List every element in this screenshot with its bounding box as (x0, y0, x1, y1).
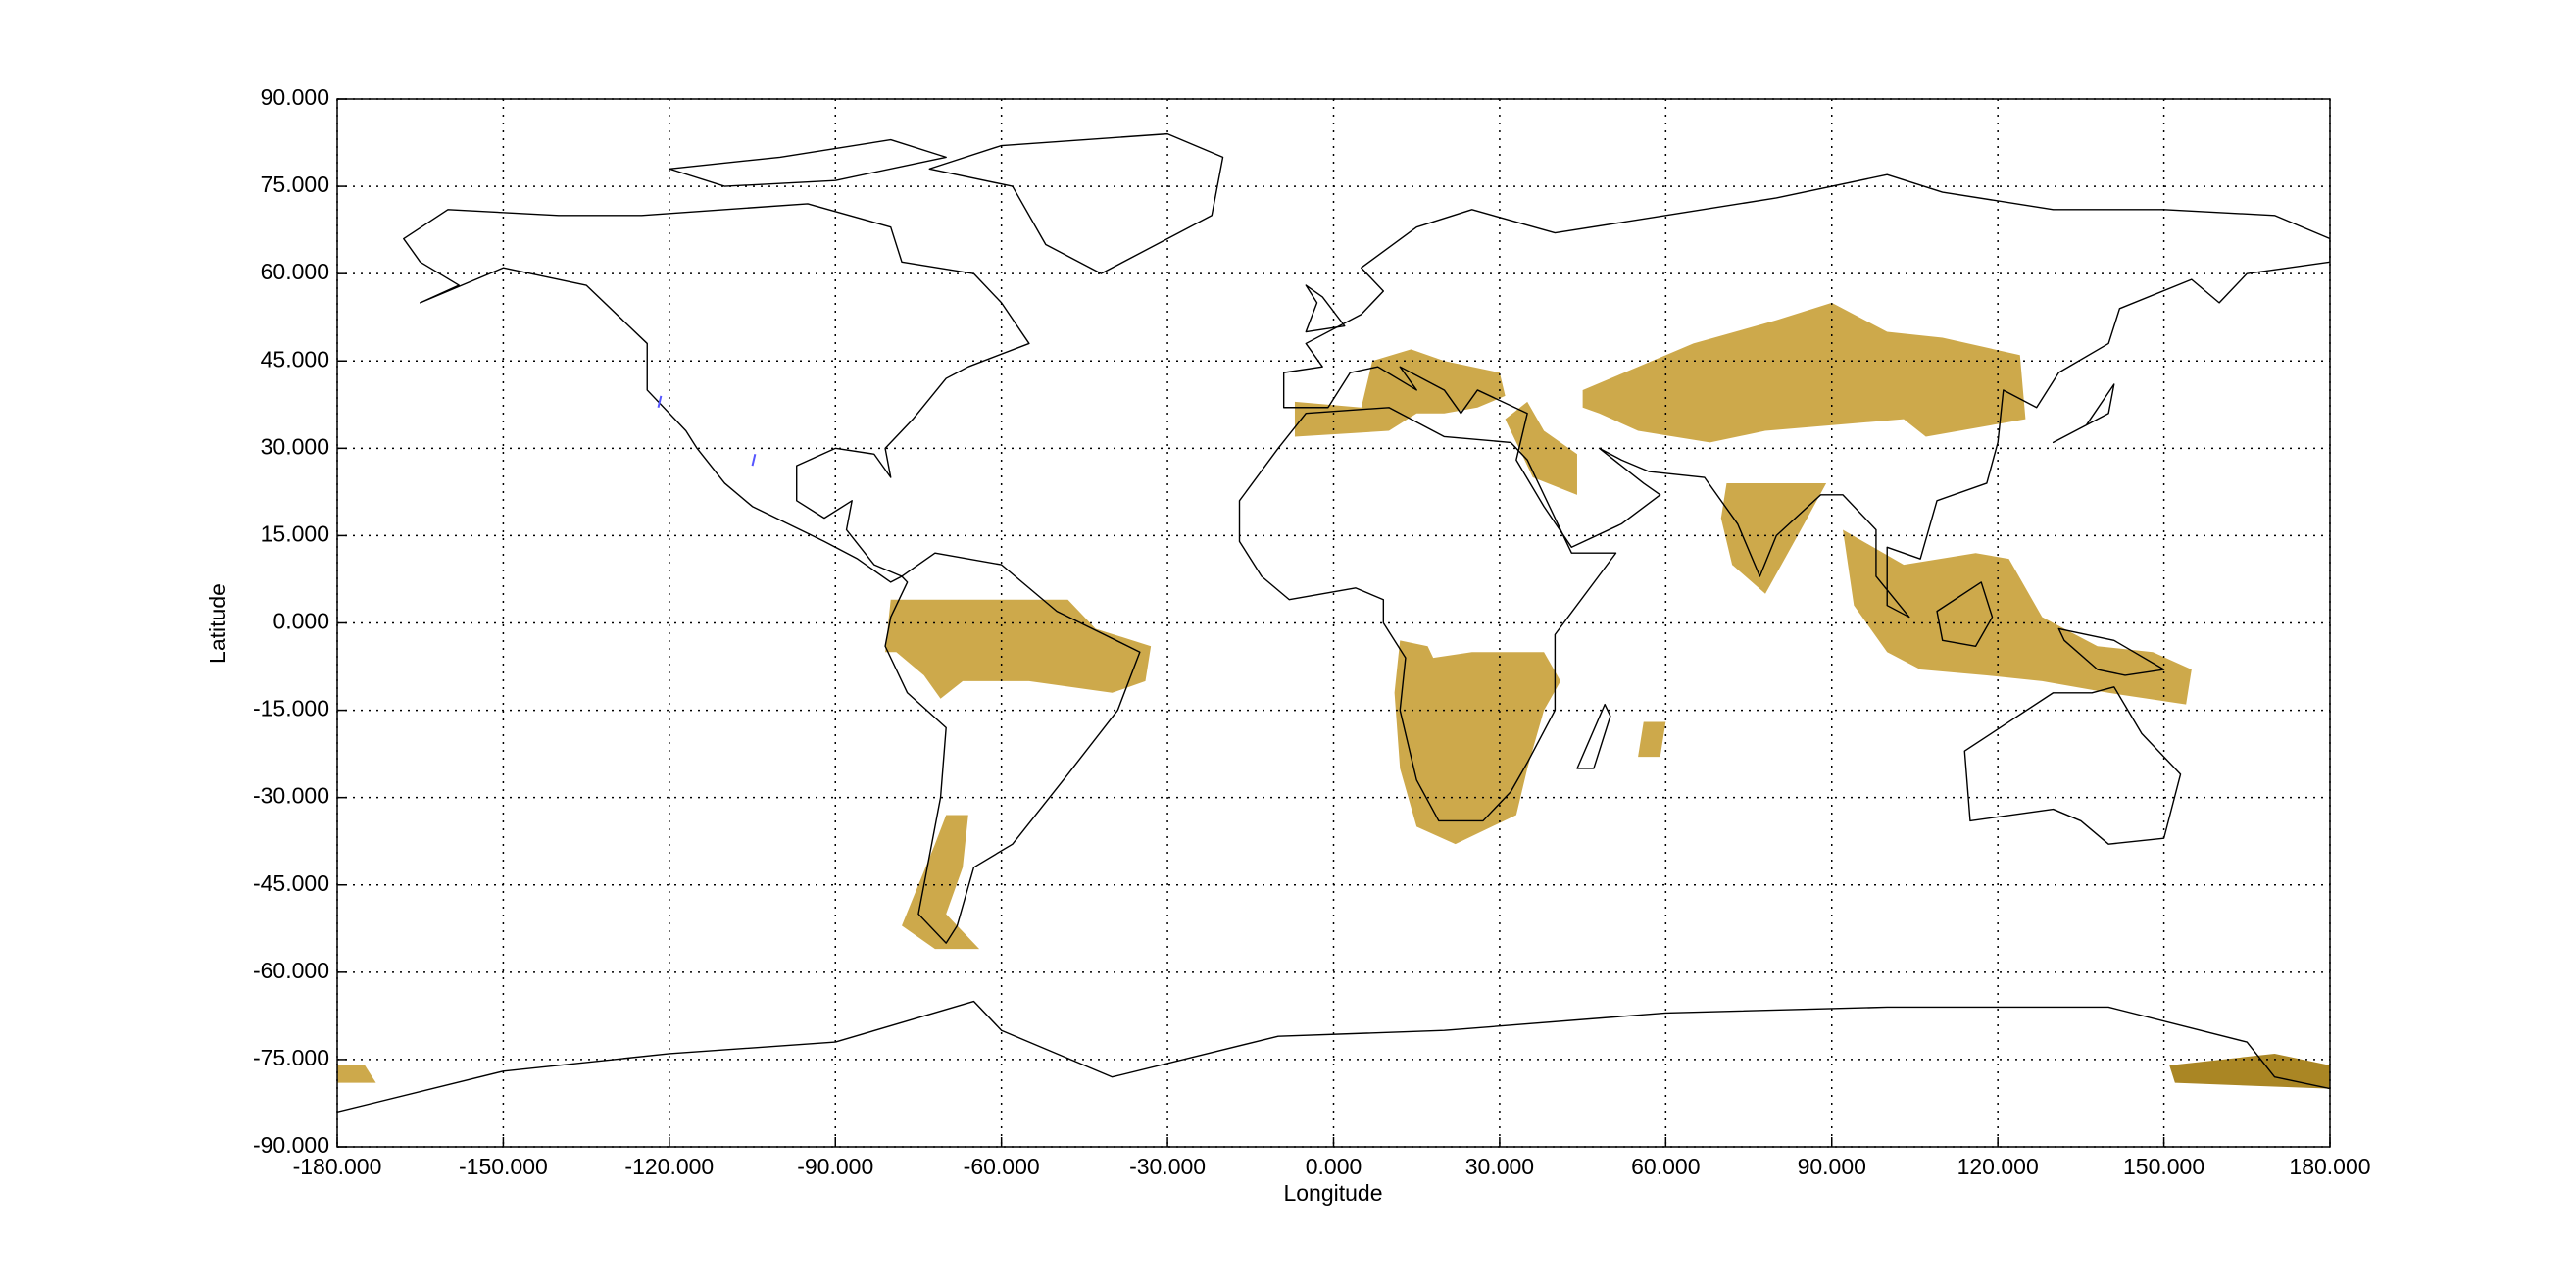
coastline (2054, 384, 2114, 442)
coverage-region (1720, 482, 1827, 594)
x-tick-label: 90.000 (1798, 1154, 1866, 1179)
coastline (404, 204, 1029, 582)
coastline (669, 140, 946, 187)
y-tick-label: -90.000 (253, 1132, 329, 1158)
y-tick-label: 15.000 (261, 520, 329, 546)
x-tick-label: 0.000 (1306, 1154, 1362, 1179)
coastline (1306, 285, 1345, 332)
x-tick-label: -30.000 (1129, 1154, 1206, 1179)
coverage-region (902, 815, 980, 950)
x-tick-label: -60.000 (964, 1154, 1040, 1179)
coastline (2058, 628, 2163, 675)
y-tick-label: -75.000 (253, 1045, 329, 1070)
coverage-region (1294, 349, 1506, 437)
y-tick-label: 0.000 (272, 609, 329, 634)
coastlines (337, 134, 2330, 1113)
coastline (337, 1002, 2330, 1113)
y-tick-label: 75.000 (261, 172, 329, 197)
x-tick-label: -150.000 (459, 1154, 548, 1179)
x-tick-label: -90.000 (797, 1154, 873, 1179)
coastline (1937, 582, 1992, 646)
y-axis-label: Latitude (205, 583, 230, 664)
coverage-region (1638, 721, 1666, 758)
coastline (1239, 408, 1615, 821)
y-tick-label: -15.000 (253, 696, 329, 721)
y-tick-label: -45.000 (253, 870, 329, 896)
blue-marker (753, 454, 756, 466)
plot-frame (336, 98, 2331, 1148)
map-layer (337, 134, 2330, 1113)
coastline (1284, 174, 2330, 617)
coverage-region (1582, 302, 2026, 443)
x-axis-label: Longitude (1283, 1180, 1382, 1206)
y-tick-label: 60.000 (261, 259, 329, 284)
coverage-region (1843, 529, 2192, 705)
coastline (929, 134, 1222, 274)
coastline (1964, 687, 2180, 844)
blue-marker (659, 396, 662, 408)
coverage-region (1505, 401, 1577, 495)
y-tick-label: 90.000 (261, 84, 329, 110)
y-tick-label: 45.000 (261, 346, 329, 372)
x-tick-label: -180.000 (293, 1154, 382, 1179)
map (337, 134, 2330, 1113)
axes: -180.000 -150.000 -120.000 -90.000 -60.000 -3… (253, 84, 2371, 1179)
x-tick-label: 180.000 (2289, 1154, 2370, 1179)
x-tick-label: 30.000 (1465, 1154, 1534, 1179)
y-tick-label: -30.000 (253, 783, 329, 809)
y-tick-label: 30.000 (261, 433, 329, 459)
coastline (1577, 705, 1610, 768)
x-tick-label: 150.000 (2123, 1154, 2204, 1179)
x-tick-label: 120.000 (1957, 1154, 2039, 1179)
x-tick-label: -120.000 (624, 1154, 714, 1179)
x-tick-label: 60.000 (1631, 1154, 1700, 1179)
coverage-region (337, 1065, 376, 1083)
y-tick-label: -60.000 (253, 958, 329, 983)
coastline (885, 553, 1140, 943)
coverage-region (1394, 640, 1561, 845)
